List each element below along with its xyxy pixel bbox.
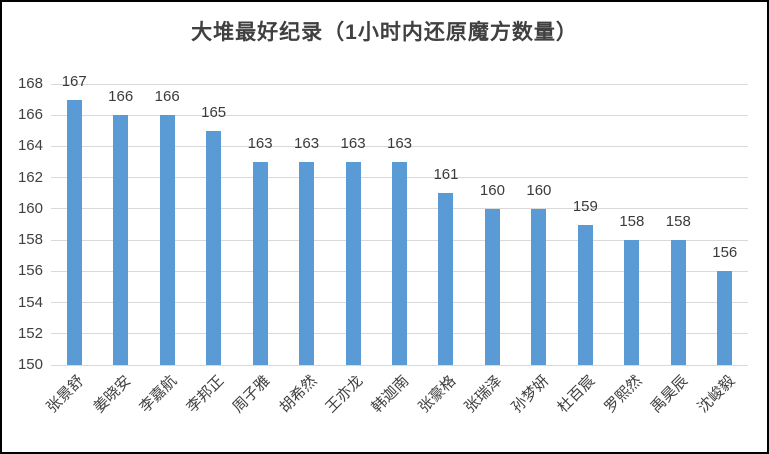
bar-value-label: 165 <box>201 103 227 121</box>
bar <box>624 240 640 365</box>
gridline <box>51 364 748 366</box>
gridline <box>51 114 748 116</box>
bar <box>392 162 407 365</box>
y-axis-tick-label: 150 <box>17 356 43 373</box>
x-axis-category-label: 韩迦南 <box>368 372 413 417</box>
x-axis-category-label: 胡希然 <box>276 372 320 417</box>
x-axis-category-label: 张景舒 <box>43 372 88 417</box>
bar-value-label: 163 <box>247 135 273 153</box>
x-axis-category-label: 李嘉航 <box>136 372 181 417</box>
x-axis-category-label: 罗熙然 <box>601 372 646 417</box>
y-axis-tick-label: 158 <box>17 231 43 249</box>
bar <box>717 271 733 365</box>
x-axis-category-label: 张豪格 <box>415 372 460 417</box>
y-axis-tick-label: 166 <box>17 106 43 124</box>
bar-value-label: 159 <box>572 197 598 215</box>
y-axis-tick-label: 168 <box>17 75 43 92</box>
bar <box>577 224 593 365</box>
gridline <box>51 83 748 85</box>
bar <box>484 208 500 365</box>
y-axis-tick-label: 156 <box>17 262 43 280</box>
bar <box>670 240 686 365</box>
x-axis-category-label: 周子雅 <box>229 372 274 417</box>
bar <box>299 162 315 365</box>
bar-value-label: 160 <box>526 181 552 199</box>
x-axis-category-label: 孙梦妍 <box>508 372 553 417</box>
bar <box>206 130 222 365</box>
y-axis-tick-label: 154 <box>17 293 43 311</box>
bar-value-label: 163 <box>340 135 366 153</box>
bar <box>159 115 175 365</box>
bar-value-label: 160 <box>479 181 505 199</box>
bar-value-label: 163 <box>386 135 413 153</box>
bar-value-label: 166 <box>154 88 180 106</box>
bar <box>113 115 129 365</box>
x-axis-category-label: 张瑞泽 <box>461 372 506 417</box>
x-axis-category-label: 沈峻毅 <box>694 372 739 417</box>
x-axis-category-label: 王亦龙 <box>322 372 367 417</box>
x-axis-category-label: 姜晓安 <box>90 372 135 417</box>
y-axis-tick-label: 164 <box>17 137 43 155</box>
y-axis-tick-label: 160 <box>17 199 43 217</box>
bar <box>531 208 547 365</box>
x-axis-category-label: 禹昊辰 <box>647 372 692 417</box>
bar <box>66 99 82 365</box>
bar-value-label: 158 <box>665 213 691 231</box>
x-axis-category-label: 李邦正 <box>183 372 227 417</box>
y-axis-tick-label: 152 <box>17 324 43 342</box>
bar-value-label: 166 <box>108 88 134 106</box>
x-axis-category-label: 杜百宸 <box>554 372 599 417</box>
bar-value-label: 163 <box>294 135 320 153</box>
chart-title: 大堆最好纪录（1小时内还原魔方数量） <box>191 21 578 44</box>
bar-value-label: 156 <box>712 244 738 262</box>
bar-value-label: 158 <box>619 213 645 231</box>
y-axis-tick-label: 162 <box>17 168 43 186</box>
bar-value-label: 167 <box>61 72 87 90</box>
bar <box>345 162 361 365</box>
gridline <box>51 145 748 147</box>
bar <box>438 193 454 365</box>
bar-value-label: 161 <box>433 166 459 184</box>
bar <box>252 162 268 365</box>
